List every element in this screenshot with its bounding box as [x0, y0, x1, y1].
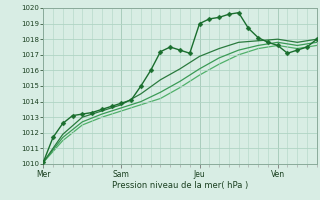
X-axis label: Pression niveau de la mer( hPa ): Pression niveau de la mer( hPa ): [112, 181, 248, 190]
